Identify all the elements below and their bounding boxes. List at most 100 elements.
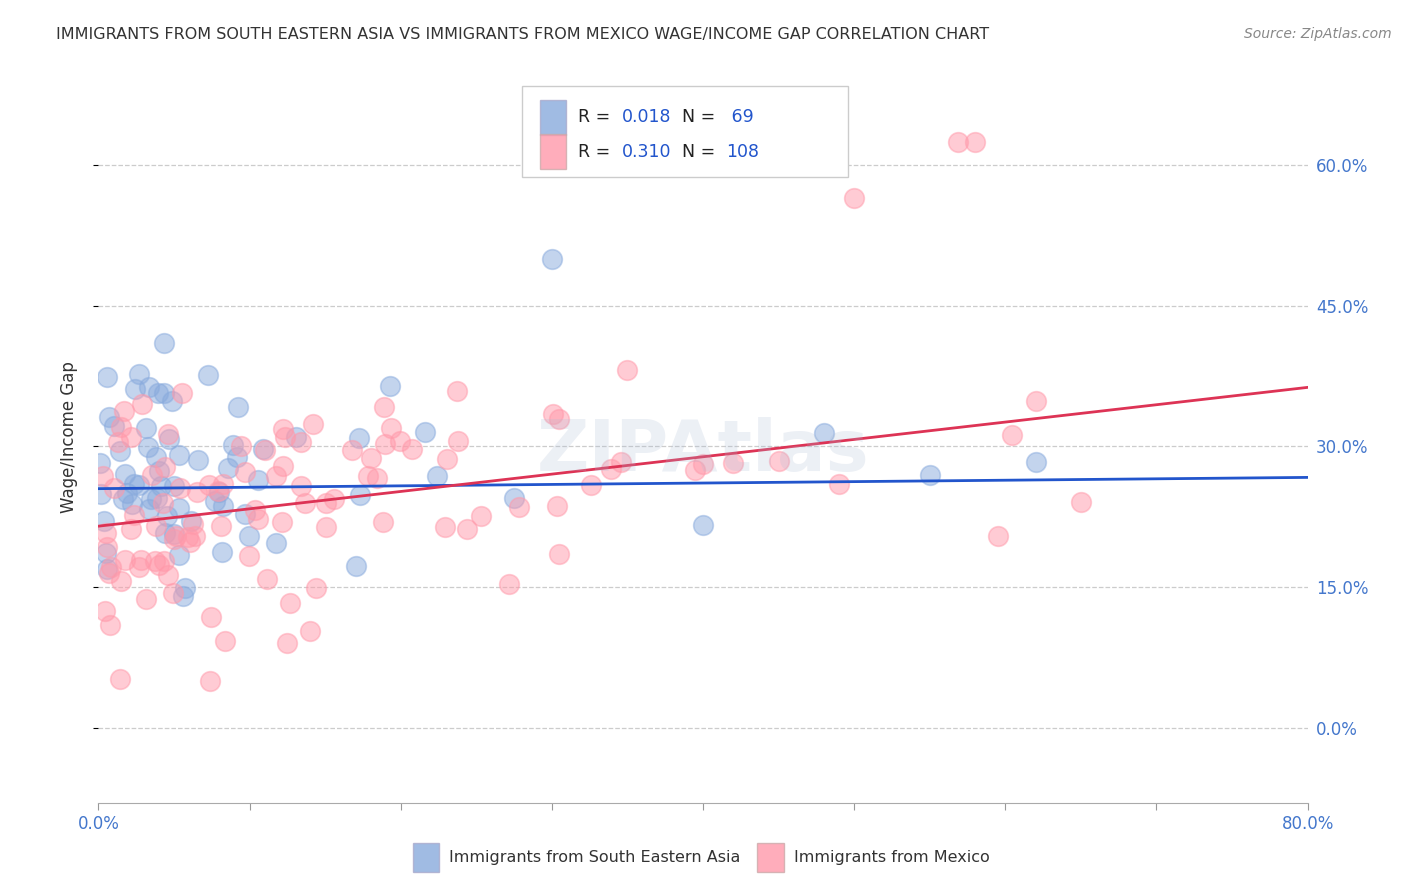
FancyBboxPatch shape — [758, 843, 785, 872]
Point — [246, 473, 269, 487]
Point — [177, 530, 200, 544]
Point — [122, 508, 145, 523]
Point — [186, 485, 208, 500]
Point — [153, 553, 176, 567]
Point — [401, 442, 423, 457]
Text: IMMIGRANTS FROM SOUTH EASTERN ASIA VS IMMIGRANTS FROM MEXICO WAGE/INCOME GAP COR: IMMIGRANTS FROM SOUTH EASTERN ASIA VS IM… — [56, 27, 990, 42]
FancyBboxPatch shape — [413, 843, 440, 872]
Point — [163, 532, 186, 546]
Point — [828, 477, 851, 491]
Point — [222, 438, 245, 452]
Point — [446, 384, 468, 398]
Point — [110, 574, 132, 589]
Text: Immigrants from Mexico: Immigrants from Mexico — [794, 850, 990, 865]
Point — [616, 363, 638, 377]
Point — [546, 500, 568, 514]
Point — [98, 566, 121, 580]
Point — [212, 499, 235, 513]
Point — [128, 478, 150, 492]
Point — [498, 577, 520, 591]
Point — [96, 540, 118, 554]
Point — [197, 368, 219, 383]
Point — [172, 385, 194, 400]
Point — [388, 434, 411, 448]
Point — [548, 547, 571, 561]
Point — [148, 464, 170, 478]
Point — [156, 427, 179, 442]
Point — [96, 370, 118, 384]
Point — [360, 450, 382, 465]
Point — [169, 481, 191, 495]
Text: N =: N = — [682, 109, 721, 127]
Point — [508, 500, 530, 514]
Point — [94, 546, 117, 560]
Point — [150, 479, 173, 493]
Point — [211, 545, 233, 559]
Point — [93, 604, 115, 618]
Point — [349, 431, 371, 445]
Point — [108, 672, 131, 686]
Point — [93, 469, 115, 483]
Point — [207, 483, 229, 498]
Point — [541, 407, 564, 421]
Point — [238, 549, 260, 563]
Point — [155, 526, 177, 541]
Point — [229, 440, 252, 454]
Point — [426, 468, 449, 483]
Point — [366, 471, 388, 485]
Point — [447, 434, 470, 448]
Point — [299, 624, 322, 638]
Point — [160, 394, 183, 409]
Point — [103, 419, 125, 434]
Point — [122, 477, 145, 491]
Point — [138, 502, 160, 516]
Point — [153, 335, 176, 350]
Text: 0.310: 0.310 — [621, 143, 672, 161]
Point — [114, 553, 136, 567]
Text: N =: N = — [682, 143, 721, 161]
Text: Immigrants from South Eastern Asia: Immigrants from South Eastern Asia — [449, 850, 741, 865]
Point — [180, 514, 202, 528]
Point — [342, 442, 364, 457]
Point — [163, 479, 186, 493]
Point — [112, 404, 135, 418]
Point — [276, 636, 298, 650]
Point — [264, 536, 287, 550]
Point — [844, 191, 866, 205]
Text: 108: 108 — [725, 143, 759, 161]
Point — [918, 468, 941, 483]
Point — [152, 496, 174, 510]
Point — [290, 479, 312, 493]
Point — [256, 572, 278, 586]
Point — [294, 496, 316, 510]
Point — [179, 535, 201, 549]
Point — [163, 527, 186, 541]
Point — [374, 437, 396, 451]
Point — [1070, 495, 1092, 509]
Point — [135, 420, 157, 434]
Point — [548, 412, 571, 426]
Point — [315, 496, 337, 510]
Point — [167, 448, 190, 462]
Point — [89, 456, 111, 470]
Point — [100, 560, 122, 574]
Point — [184, 529, 207, 543]
Point — [252, 442, 274, 456]
Point — [208, 484, 231, 499]
Point — [93, 514, 115, 528]
Point — [135, 592, 157, 607]
Point — [157, 433, 180, 447]
Point — [97, 409, 120, 424]
Point — [96, 561, 118, 575]
Point — [198, 673, 221, 688]
Point — [181, 517, 204, 532]
Point — [290, 434, 312, 449]
Point — [187, 452, 209, 467]
Point — [131, 397, 153, 411]
Point — [174, 582, 197, 596]
Point — [94, 526, 117, 541]
Point — [115, 485, 138, 500]
Point — [124, 383, 146, 397]
Point — [436, 452, 458, 467]
Point — [212, 476, 235, 491]
